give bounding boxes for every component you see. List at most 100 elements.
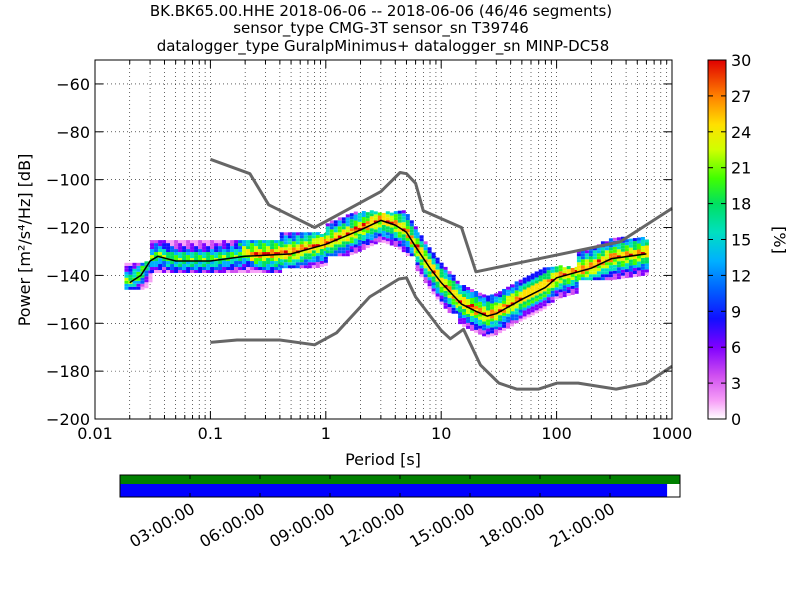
density-cell: [170, 267, 175, 271]
density-cell: [226, 246, 231, 250]
density-cell: [319, 251, 324, 255]
density-cell: [234, 240, 239, 244]
density-cell: [570, 273, 575, 277]
density-cell: [427, 262, 432, 266]
density-cell: [178, 246, 183, 250]
density-cell: [636, 258, 641, 262]
density-cell: [624, 248, 629, 252]
density-cell: [291, 262, 296, 266]
density-cell: [490, 321, 495, 325]
density-cell: [558, 271, 563, 275]
density-cell: [558, 277, 563, 281]
density-cell: [538, 299, 543, 303]
density-cell: [608, 271, 613, 275]
density-cell: [190, 267, 195, 271]
density-cell: [385, 211, 390, 215]
density-cell: [530, 300, 535, 304]
density-cell: [150, 255, 155, 259]
density-cell: [620, 263, 625, 267]
density-cell: [443, 266, 448, 270]
density-cell: [612, 237, 617, 241]
density-cell: [242, 243, 247, 247]
density-cell: [311, 238, 316, 242]
density-cell: [202, 252, 207, 256]
density-cell: [482, 306, 487, 310]
density-cell: [377, 212, 382, 216]
density-cell: [498, 303, 503, 307]
density-cell: [640, 242, 645, 246]
density-cell: [124, 265, 129, 269]
density-cell: [266, 261, 271, 265]
density-cell: [299, 265, 304, 269]
density-cell: [506, 286, 511, 290]
density-cell: [287, 238, 292, 242]
density-cell: [506, 298, 511, 302]
density-cell: [287, 244, 292, 248]
density-cell: [636, 237, 641, 241]
density-cell: [341, 241, 346, 245]
density-cell: [474, 317, 479, 321]
density-cell: [202, 264, 207, 268]
density-cell: [435, 272, 440, 276]
density-cell: [128, 265, 133, 269]
density-cell: [262, 258, 267, 262]
density-cell: [226, 258, 231, 262]
density-cell: [258, 270, 263, 274]
density-cell: [576, 271, 581, 275]
density-cell: [132, 280, 137, 284]
density-cell: [494, 317, 499, 321]
density-cell: [580, 262, 585, 266]
density-cell: [490, 294, 495, 298]
density-cell: [202, 255, 207, 259]
density-cell: [194, 240, 199, 244]
density-cell: [303, 244, 308, 248]
density-cell: [210, 270, 215, 274]
density-cell: [526, 314, 531, 318]
density-cell: [620, 242, 625, 246]
density-cell: [234, 255, 239, 259]
density-cell: [361, 240, 366, 244]
density-cell: [522, 295, 527, 299]
density-cell: [210, 264, 215, 268]
density-cell: [458, 312, 463, 316]
density-cell: [576, 259, 581, 263]
density-cell: [506, 304, 511, 308]
density-cell: [616, 252, 621, 256]
density-cell: [291, 244, 296, 248]
density-cell: [174, 264, 179, 268]
density-cell: [315, 256, 320, 260]
density-cell: [538, 269, 543, 273]
density-cell: [522, 292, 527, 296]
density-cell: [246, 267, 251, 271]
density-cell: [194, 264, 199, 268]
density-cell: [538, 293, 543, 297]
density-cell: [447, 271, 452, 275]
density-cell: [447, 298, 452, 302]
density-cell: [124, 283, 129, 287]
density-cell: [136, 283, 141, 287]
density-cell: [458, 303, 463, 307]
density-cell: [210, 249, 215, 253]
density-cell: [154, 258, 159, 262]
density-cell: [315, 241, 320, 245]
density-cell: [389, 227, 394, 231]
density-cell: [608, 265, 613, 269]
density-cell: [600, 274, 605, 278]
density-cell: [361, 217, 366, 221]
y-tick-label: −120: [46, 219, 90, 238]
density-cell: [510, 287, 515, 291]
density-cell: [580, 250, 585, 254]
density-cell: [604, 271, 609, 275]
density-cell: [462, 305, 467, 309]
density-cell: [423, 280, 428, 284]
density-cell: [349, 252, 354, 256]
density-cell: [234, 252, 239, 256]
density-cell: [409, 253, 414, 257]
density-cell: [566, 266, 571, 270]
density-cell: [353, 220, 358, 224]
density-cell: [474, 314, 479, 318]
density-cell: [365, 218, 370, 222]
density-cell: [405, 226, 410, 230]
density-cell: [447, 310, 452, 314]
density-cell: [478, 322, 483, 326]
